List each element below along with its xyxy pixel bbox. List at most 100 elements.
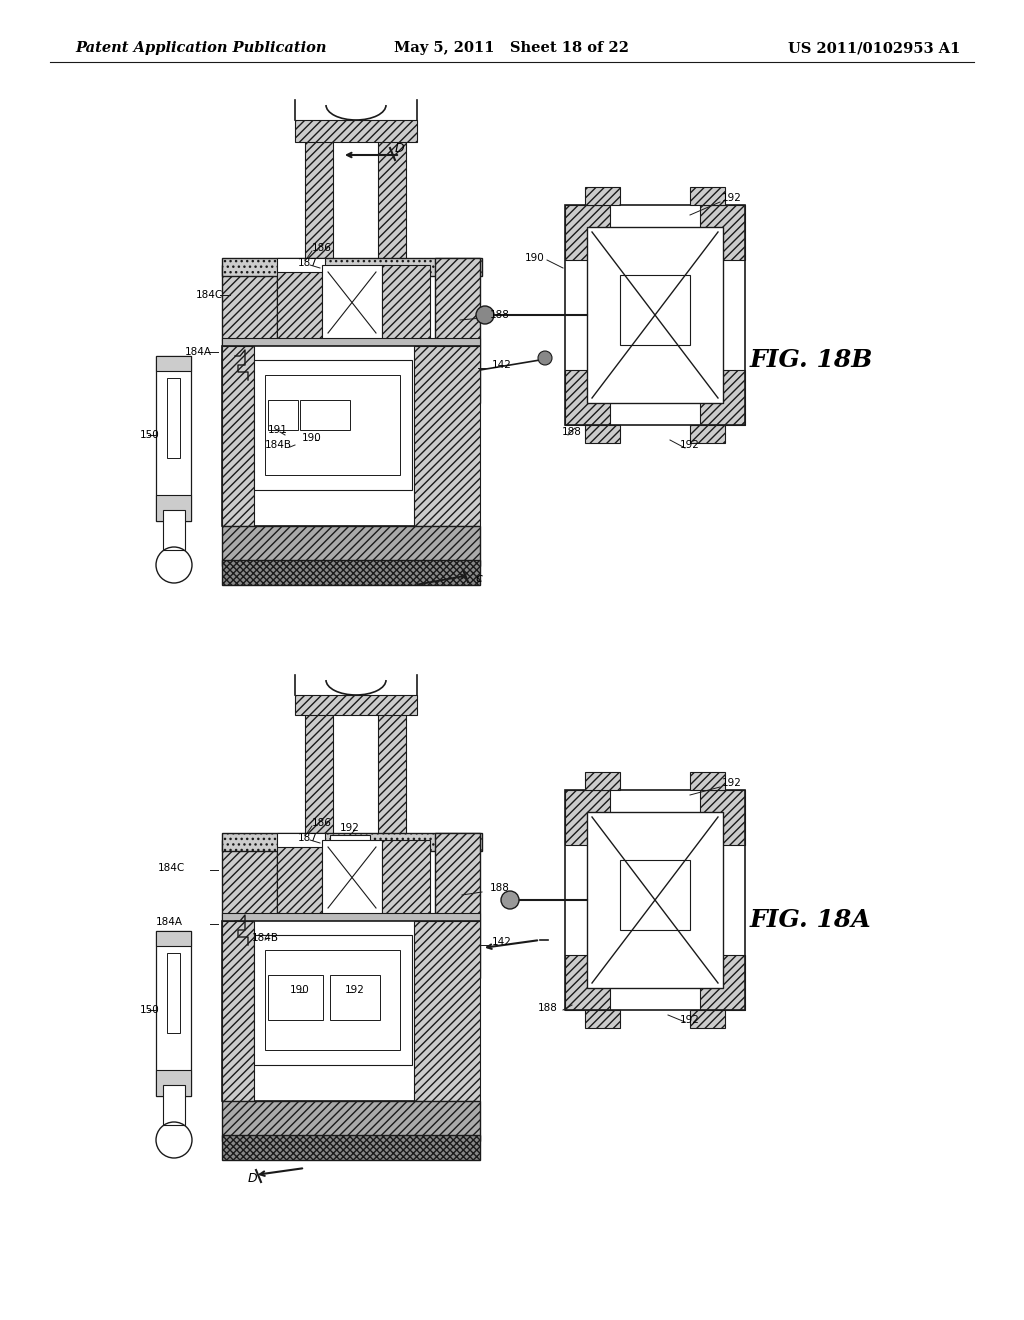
Text: 188: 188	[539, 1003, 558, 1012]
Text: 192: 192	[722, 193, 741, 203]
Text: 142: 142	[492, 360, 512, 370]
Bar	[278, 265, 322, 341]
Bar	[565, 205, 610, 260]
Text: FIG. 18B: FIG. 18B	[750, 348, 873, 372]
Text: 192: 192	[340, 822, 359, 833]
Bar	[278, 257, 325, 272]
Bar	[378, 135, 406, 265]
Bar	[565, 370, 610, 425]
Text: 190: 190	[290, 985, 309, 995]
Bar	[163, 510, 185, 550]
Bar	[322, 840, 382, 915]
Bar	[620, 861, 690, 931]
Bar	[268, 400, 298, 430]
Text: 186: 186	[312, 818, 332, 828]
Bar	[222, 257, 482, 276]
Text: 187: 187	[298, 833, 317, 843]
Bar	[222, 265, 278, 341]
Bar	[565, 954, 610, 1010]
Bar	[167, 953, 180, 1034]
Bar	[330, 836, 370, 865]
Bar	[587, 227, 723, 403]
Bar	[222, 921, 480, 1101]
Bar	[435, 833, 480, 978]
Bar	[167, 378, 180, 458]
Bar	[322, 265, 382, 341]
Text: 188: 188	[490, 883, 510, 894]
Text: 192: 192	[345, 985, 365, 995]
Text: 184C: 184C	[196, 290, 223, 300]
Bar	[156, 931, 191, 1096]
Bar	[300, 400, 350, 430]
Bar	[330, 975, 380, 1020]
Text: c: c	[475, 572, 482, 585]
Text: 190: 190	[525, 253, 545, 263]
Bar	[222, 1101, 480, 1140]
Bar	[156, 495, 191, 521]
Bar	[254, 935, 412, 1065]
Bar	[585, 187, 620, 205]
Bar	[585, 1010, 620, 1028]
Bar	[222, 833, 482, 851]
Text: 142: 142	[492, 937, 512, 946]
Text: 192: 192	[680, 1015, 699, 1026]
Text: D: D	[395, 141, 404, 154]
Bar	[295, 120, 417, 143]
Bar	[156, 356, 191, 371]
Bar	[700, 370, 745, 425]
Bar	[690, 187, 725, 205]
Text: 190: 190	[302, 433, 322, 444]
Circle shape	[501, 891, 519, 909]
Bar	[278, 833, 325, 847]
Text: 192: 192	[680, 440, 699, 450]
Text: 188: 188	[490, 310, 510, 319]
Bar	[690, 1010, 725, 1028]
Bar	[414, 921, 480, 1101]
Bar	[163, 1085, 185, 1125]
Bar	[222, 921, 254, 1101]
Bar	[587, 812, 723, 987]
Bar	[222, 913, 480, 921]
Bar	[585, 425, 620, 444]
Text: 191: 191	[268, 425, 288, 436]
Text: US 2011/0102953 A1: US 2011/0102953 A1	[787, 41, 961, 55]
Bar	[222, 915, 278, 940]
Bar	[222, 1135, 480, 1160]
Text: May 5, 2011   Sheet 18 of 22: May 5, 2011 Sheet 18 of 22	[394, 41, 630, 55]
Bar	[305, 135, 333, 265]
Bar	[435, 257, 480, 403]
Text: FIG. 18A: FIG. 18A	[750, 908, 871, 932]
Bar	[222, 525, 480, 566]
Bar	[305, 710, 333, 840]
Bar	[585, 772, 620, 789]
Bar	[278, 840, 322, 915]
Bar	[156, 1071, 191, 1096]
Text: 188: 188	[562, 426, 582, 437]
Bar	[700, 789, 745, 845]
Circle shape	[538, 351, 552, 366]
Bar	[222, 346, 480, 525]
Bar	[265, 375, 400, 475]
Text: 150: 150	[140, 1005, 160, 1015]
Bar	[254, 360, 412, 490]
Text: 186: 186	[312, 243, 332, 253]
Text: D: D	[248, 1172, 258, 1184]
Text: 184B: 184B	[265, 440, 292, 450]
Text: 187: 187	[298, 257, 317, 268]
Bar	[222, 338, 480, 346]
Bar	[268, 975, 323, 1020]
Circle shape	[476, 306, 494, 323]
Bar	[700, 205, 745, 260]
Text: 184B: 184B	[252, 933, 279, 942]
Bar	[295, 696, 417, 715]
Bar	[265, 950, 400, 1049]
Bar	[156, 356, 191, 521]
Bar	[700, 954, 745, 1010]
Bar	[222, 560, 480, 585]
Bar	[620, 275, 690, 345]
Bar	[565, 205, 745, 425]
Bar	[382, 265, 430, 341]
Bar	[690, 772, 725, 789]
Bar	[378, 710, 406, 840]
Bar	[690, 425, 725, 444]
